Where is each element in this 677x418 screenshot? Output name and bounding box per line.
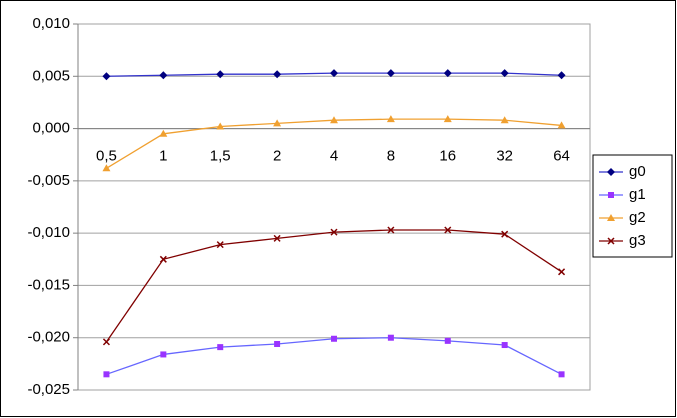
legend-label: g2 xyxy=(629,209,646,226)
marker xyxy=(444,226,452,234)
x-tick-label: 1 xyxy=(159,148,167,165)
marker xyxy=(386,115,395,123)
marker xyxy=(103,371,110,378)
marker xyxy=(273,234,281,242)
marker xyxy=(216,122,225,130)
y-tick-label: -0,020 xyxy=(27,329,70,346)
marker xyxy=(557,71,566,80)
marker xyxy=(273,70,282,79)
marker xyxy=(386,69,395,78)
legend-marker xyxy=(607,237,615,245)
marker xyxy=(273,119,282,127)
x-tick-label: 32 xyxy=(496,148,513,165)
marker xyxy=(330,116,338,124)
marker xyxy=(558,371,565,378)
marker xyxy=(330,228,338,236)
marker xyxy=(501,342,508,349)
y-tick-label: 0,000 xyxy=(32,120,70,137)
x-tick-label: 4 xyxy=(330,148,338,165)
marker xyxy=(159,71,168,80)
legend-label: g1 xyxy=(629,186,646,203)
marker xyxy=(557,121,566,129)
marker xyxy=(331,335,337,342)
marker xyxy=(160,351,167,358)
marker xyxy=(500,116,509,124)
x-tick-label: 16 xyxy=(439,148,456,165)
marker xyxy=(217,344,224,351)
marker xyxy=(501,230,509,238)
marker xyxy=(607,237,615,245)
marker xyxy=(159,129,168,137)
marker xyxy=(159,255,167,263)
legend-marker xyxy=(608,192,614,198)
marker xyxy=(607,168,615,176)
x-tick-label: 64 xyxy=(553,148,570,165)
marker xyxy=(444,337,451,344)
legend-label: g3 xyxy=(629,232,646,249)
marker xyxy=(387,334,394,341)
legend-marker xyxy=(607,214,615,221)
y-tick-label: -0,010 xyxy=(27,224,70,241)
x-tick-label: 0,5 xyxy=(96,148,117,165)
marker xyxy=(330,69,338,78)
marker xyxy=(274,340,281,347)
legend-label: g0 xyxy=(629,163,646,180)
x-tick-label: 1,5 xyxy=(210,148,231,165)
marker xyxy=(500,69,509,78)
marker xyxy=(216,241,224,249)
marker xyxy=(607,214,615,221)
y-tick-label: 0,005 xyxy=(32,67,70,84)
marker xyxy=(216,70,225,79)
y-tick-label: -0,025 xyxy=(27,381,70,398)
marker xyxy=(102,338,110,346)
legend-marker xyxy=(607,168,615,176)
marker xyxy=(558,268,566,276)
marker xyxy=(443,69,452,78)
y-tick-label: -0,005 xyxy=(27,172,70,189)
y-tick-label: -0,015 xyxy=(27,276,70,293)
marker xyxy=(387,226,395,234)
x-tick-label: 8 xyxy=(387,148,395,165)
marker xyxy=(608,192,614,198)
marker xyxy=(443,115,452,123)
marker xyxy=(102,72,111,81)
x-tick-label: 2 xyxy=(273,148,281,165)
y-tick-label: 0,010 xyxy=(32,15,70,32)
marker xyxy=(102,164,111,172)
